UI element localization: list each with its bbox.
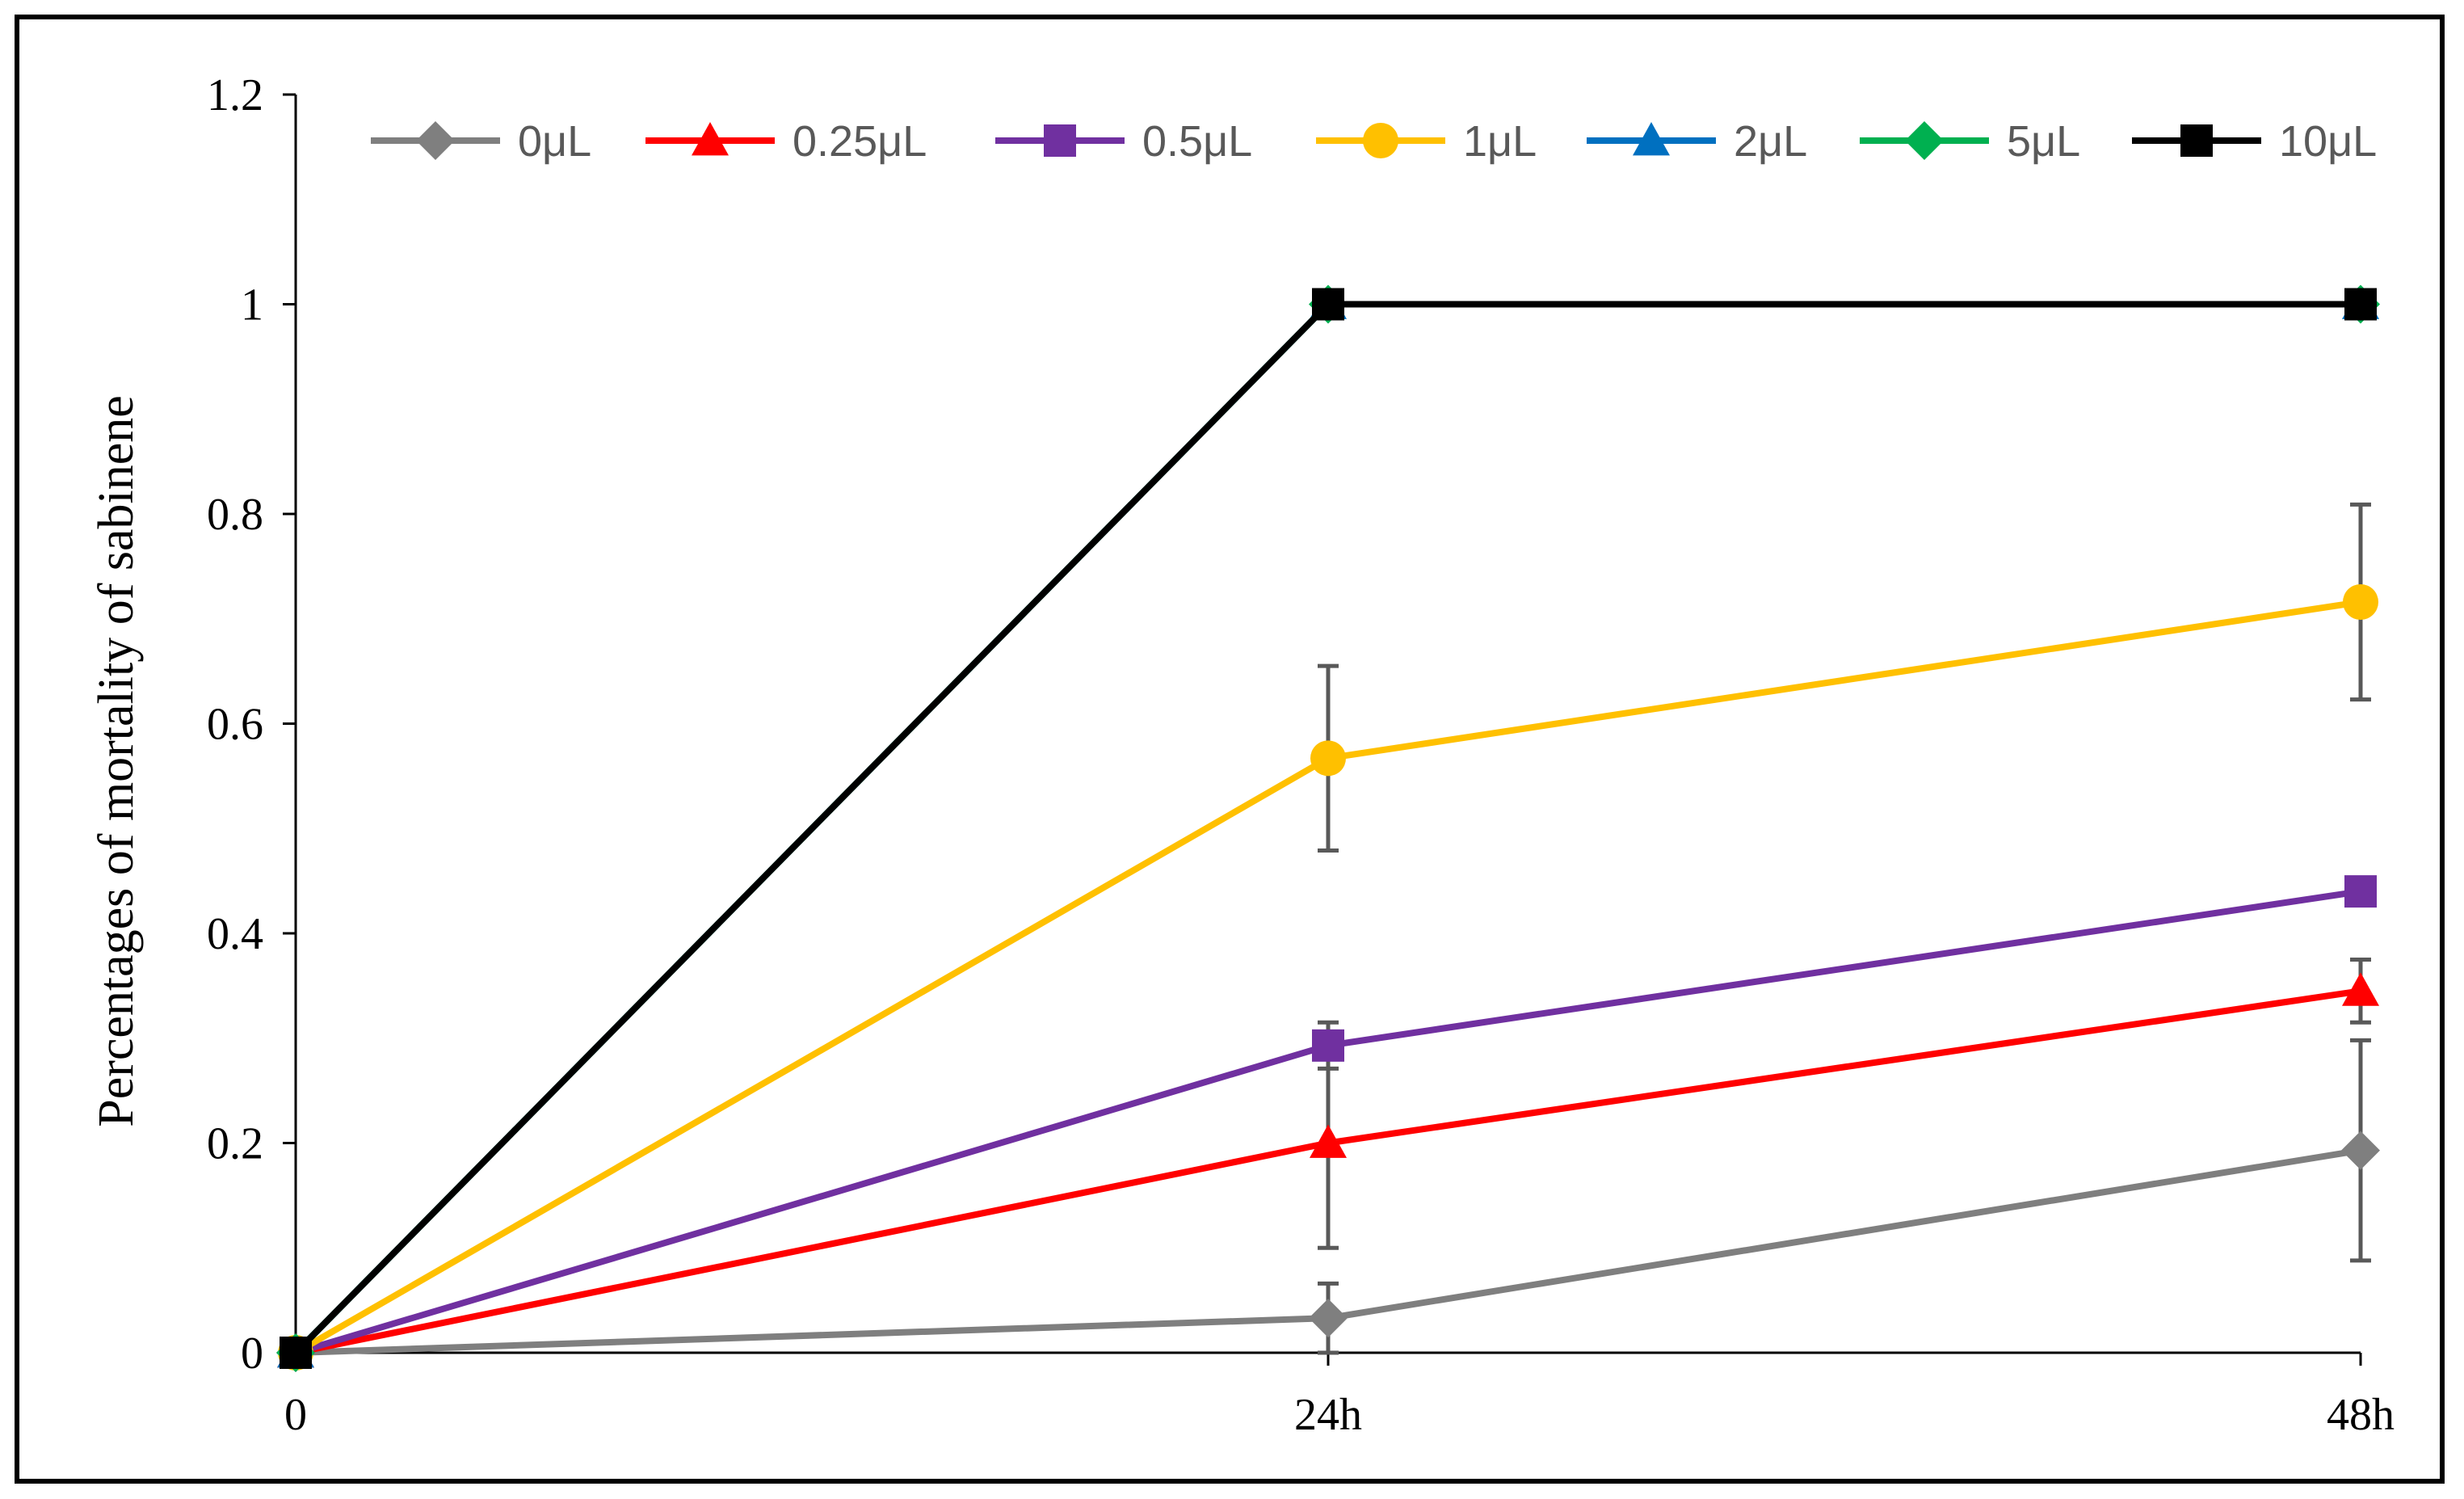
legend-marker (1905, 121, 1944, 160)
legend-label: 5μL (2007, 117, 2080, 166)
data-point (1309, 1299, 1348, 1338)
series-6 (280, 288, 2377, 1369)
legend-item-3: 1μL (1316, 117, 1537, 166)
y-tick-label: 0.8 (207, 490, 263, 540)
data-point (2341, 1131, 2380, 1170)
y-tick-label: 1 (241, 280, 263, 331)
legend: 0μL 0.25μL 0.5μL 1μL 2μL 5μL 10μL (371, 117, 2377, 166)
data-point (1312, 1029, 1344, 1062)
data-point (2344, 875, 2377, 908)
legend-item-2: 0.5μL (995, 117, 1252, 166)
legend-marker (2180, 124, 2213, 157)
line-chart: 0 0.2 0.4 0.6 0.8 1 1.2 0 24h 48h 0μL 0.25μL 0.5μL 1… (89, 70, 2395, 1440)
axes: 0 0.2 0.4 0.6 0.8 1 1.2 0 24h 48h (207, 70, 2395, 1440)
legend-marker (1363, 123, 1398, 158)
y-tick-label: 0 (241, 1328, 263, 1379)
legend-marker (1633, 122, 1670, 156)
data-point (2344, 288, 2377, 321)
legend-label: 10μL (2279, 117, 2377, 166)
x-tick-label: 48h (2327, 1390, 2395, 1440)
y-tick-label: 1.2 (207, 70, 263, 120)
y-axis-title: Percentages of mortality of sabinene (89, 395, 144, 1127)
y-tick-label: 0.4 (207, 909, 263, 959)
legend-item-1: 0.25μL (645, 117, 927, 166)
legend-marker (1044, 124, 1076, 157)
data-point (1310, 740, 1346, 777)
legend-label: 0.5μL (1142, 117, 1252, 166)
legend-marker (416, 121, 455, 160)
data-point (1312, 288, 1344, 321)
data-point (280, 1337, 312, 1369)
data-point (2343, 583, 2378, 620)
legend-item-0: 0μL (371, 117, 591, 166)
y-tick-label: 0.6 (207, 700, 263, 750)
legend-label: 1μL (1463, 117, 1537, 166)
x-tick-label: 24h (1294, 1390, 1362, 1440)
series-1 (277, 957, 2379, 1368)
legend-item-4: 2μL (1587, 117, 1807, 166)
legend-label: 0μL (518, 117, 591, 166)
legend-marker (692, 122, 729, 156)
chart-frame: 0 0.2 0.4 0.6 0.8 1 1.2 0 24h 48h 0μL 0.25μL 0.5μL 1… (15, 15, 2445, 1484)
data-point (1310, 1124, 1347, 1158)
legend-item-5: 5μL (1860, 117, 2080, 166)
data-point (2342, 972, 2379, 1006)
legend-item-6: 10μL (2132, 117, 2377, 166)
legend-label: 0.25μL (793, 117, 927, 166)
x-tick-label: 0 (284, 1390, 307, 1440)
series-group (276, 284, 2380, 1372)
y-tick-label: 0.2 (207, 1119, 263, 1169)
legend-label: 2μL (1734, 117, 1807, 166)
